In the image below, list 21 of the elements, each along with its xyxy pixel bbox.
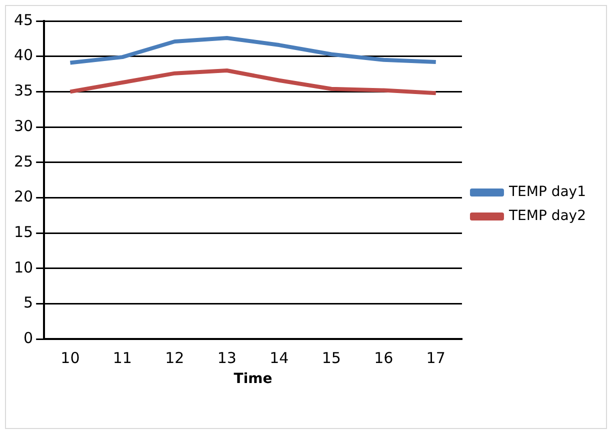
x-tick-label: 10	[60, 349, 80, 368]
x-tick-label: 14	[270, 349, 289, 368]
y-tick-label: 0	[24, 329, 34, 348]
y-tick-label: 30	[14, 116, 34, 135]
x-axis-title: Time	[234, 371, 272, 388]
x-tick-label: 12	[165, 349, 184, 368]
y-tick-label: 40	[14, 46, 34, 64]
y-tick-label: 45	[14, 10, 34, 29]
y-tick-label: 15	[14, 223, 34, 242]
y-tick-label: 25	[14, 152, 34, 170]
legend-label: TEMP day1	[508, 184, 586, 200]
legend-label: TEMP day2	[508, 208, 586, 224]
x-tick-label: 13	[217, 349, 236, 368]
y-tick-label: 20	[14, 188, 34, 206]
x-tick-label: 16	[374, 349, 394, 368]
x-tick-label: 11	[112, 349, 132, 368]
y-tick-label: 10	[14, 258, 34, 276]
y-tick-label: 5	[24, 294, 34, 312]
y-tick-label: 35	[14, 82, 34, 100]
x-tick-label: 15	[322, 349, 341, 368]
x-tick-label: 17	[426, 349, 446, 368]
